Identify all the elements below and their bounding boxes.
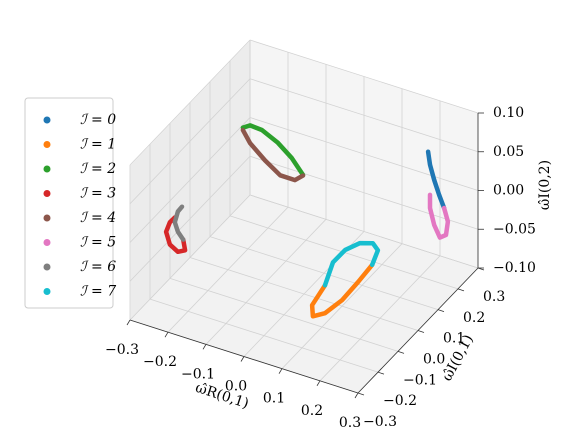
z-tick-label: 0.00 [493,183,524,199]
legend-marker [43,214,51,222]
legend-label: ℐ = 3 [80,186,116,202]
legend-label: ℐ = 5 [80,235,116,251]
tick-mark [457,288,465,292]
x-tick-label: 0.2 [301,403,323,419]
grid-line [129,78,251,205]
legend-marker [43,263,51,271]
tick-mark [357,392,365,396]
tick-mark [354,392,359,399]
tick-mark [437,309,445,313]
grid-line [129,117,251,243]
grid-line [149,298,379,373]
x-tick-label: −0.1 [181,366,215,382]
legend-label: ℐ = 0 [80,112,116,128]
legend-label: ℐ = 1 [80,137,116,153]
axis-line [357,267,479,394]
y-tick-label: −0.2 [383,393,417,409]
curve [240,123,306,178]
axes-3d [126,38,485,399]
legend-marker [43,288,51,295]
legend-label: ℐ = 6 [80,259,116,275]
grid-line [249,39,479,114]
z-axis-label: ω̂I(0,2) [537,160,553,210]
curve [427,192,451,240]
y-tick-label: −0.1 [403,372,437,388]
legend-marker [43,141,51,148]
grid-line [249,117,479,191]
y-tick-label: 0.0 [423,352,445,368]
z-tick-label: 0.10 [493,105,524,121]
grid-line [169,277,399,352]
grid-line [189,257,419,331]
tick-mark [126,319,131,326]
grid-line [209,236,439,311]
tick-mark [316,380,321,387]
tick-mark [240,356,245,362]
tick-mark [377,371,385,375]
x-tick-label: 0.1 [263,391,285,407]
curve [172,204,186,242]
y-tick-label: −0.3 [363,414,397,430]
grid-line [249,194,479,269]
x-tick-label: −0.3 [105,342,139,358]
y-tick-label: 0.3 [483,289,505,305]
z-tick-label: −0.05 [493,221,536,237]
tick-mark [164,331,169,338]
tick-mark [278,368,283,374]
grid-line [129,39,251,166]
grid-line [129,155,251,282]
legend-marker [43,239,51,246]
x-tick-label: −0.2 [143,354,177,370]
legend-marker [43,190,51,197]
grid-line [129,194,251,321]
curve [163,215,188,255]
curve [322,240,381,288]
x-tick-label: 0.0 [225,379,247,395]
legend-marker [43,165,51,173]
grid-line [249,155,479,230]
y-tick-label: 0.2 [463,310,485,326]
grid-line [249,78,479,153]
y-tick-label: 0.1 [443,331,465,347]
curve [309,262,375,319]
x-tick-label: 0.3 [339,415,361,431]
legend-marker [43,116,51,124]
z-tick-label: 0.05 [493,144,524,160]
tick-mark [202,344,207,350]
legend-label: ℐ = 2 [80,161,116,177]
legend-box [24,97,114,309]
legend-label: ℐ = 7 [80,284,116,300]
legend: ℐ = 0 ℐ = 1 ℐ = 2 ℐ = 3 ℐ = 4 ℐ = 5 ℐ = 6 ℐ = 7 [24,97,116,309]
tick-mark [397,350,405,354]
curve [425,149,447,211]
curve [240,127,306,183]
tick-mark [417,330,425,333]
axis-line [129,319,359,394]
z-tick-label: −0.10 [493,260,536,276]
legend-label: ℐ = 4 [80,210,116,226]
